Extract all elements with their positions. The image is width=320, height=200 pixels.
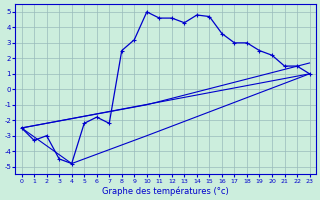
X-axis label: Graphe des températures (°c): Graphe des températures (°c) <box>102 186 229 196</box>
